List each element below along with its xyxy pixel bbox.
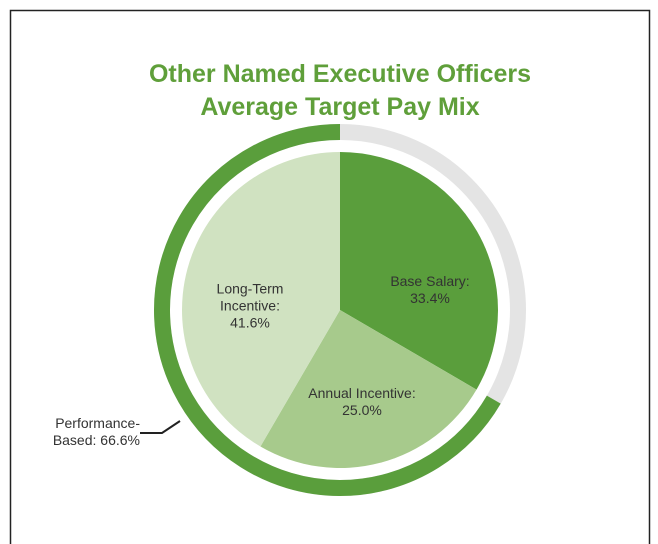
frame <box>9 9 651 544</box>
slice-category: Long-Term Incentive: <box>216 280 284 314</box>
slice-category: Annual Incentive: <box>308 385 416 401</box>
slice-value: 25.0% <box>342 402 382 418</box>
slice-label: Annual Incentive: 25.0% <box>307 385 417 419</box>
ring-name: Performance-Based: <box>52 415 140 448</box>
slice-label: Long-Term Incentive: 41.6% <box>200 281 300 332</box>
pie-slice <box>260 310 477 469</box>
pie-slice <box>181 152 340 447</box>
chart-title: Average Target Pay Mix <box>200 93 479 121</box>
slice-value: 41.6% <box>230 314 270 331</box>
pie-slice <box>340 152 498 390</box>
slice-value: 33.4% <box>410 290 450 306</box>
ring-value: 66.6% <box>100 432 140 448</box>
ring-arc <box>154 124 501 496</box>
leader-line <box>140 420 181 434</box>
slice-category: Base Salary: <box>390 273 470 289</box>
slice-label: Base Salary: 33.4% <box>375 273 485 307</box>
chart-title: Other Named Executive Officers <box>149 60 531 88</box>
ring-label: Performance-Based: 66.6% <box>20 415 140 449</box>
